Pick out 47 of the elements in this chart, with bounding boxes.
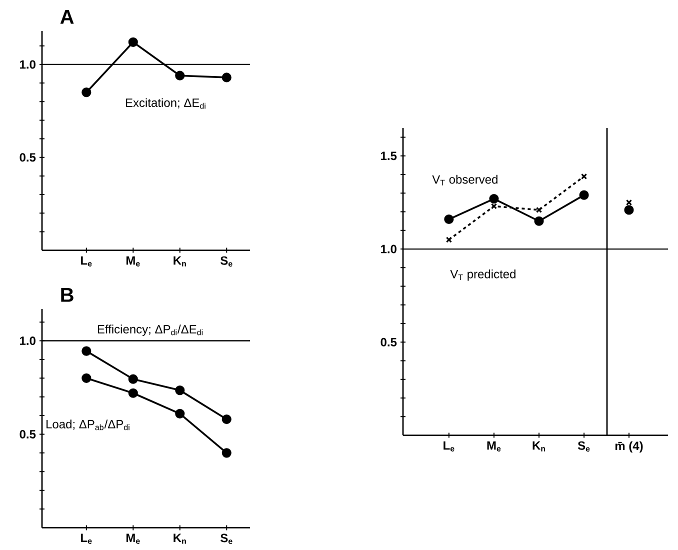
x-tick-label: L$_{e}$	[81, 534, 92, 544]
x-tick-label: K$_{n}$	[532, 441, 546, 452]
x-tick-label: S$_{e}$	[578, 441, 590, 452]
series-label: V$_{T}$ observed	[432, 174, 498, 186]
y-tick-label: 1.5	[381, 152, 397, 160]
x-tick-label: S$_{e}$	[220, 256, 232, 267]
point	[489, 194, 499, 204]
series-label: Load; ΔP$_{ab}$/ΔP$_{di}$	[46, 420, 130, 430]
series-label: Efficiency; ΔP$_{di}$/ΔE$_{di}$	[98, 324, 203, 336]
x-tick-label: M$_{e}$	[126, 534, 140, 544]
point	[444, 214, 454, 224]
point	[490, 203, 498, 210]
x-tick-label: K$_{n}$	[174, 534, 186, 544]
point	[175, 386, 185, 396]
y-tick-label: 0.5	[20, 153, 36, 162]
point	[536, 206, 542, 214]
chart-title: B	[61, 288, 74, 302]
point	[128, 374, 138, 384]
y-tick-label: 0.5	[20, 430, 36, 438]
point	[175, 70, 185, 80]
series-label: Excitation; ΔE$_{di}$	[126, 98, 206, 109]
point	[82, 88, 92, 98]
x-tick-label: L$_{e}$	[81, 256, 92, 266]
y-tick-label: 0.5	[380, 338, 397, 346]
point	[175, 408, 185, 418]
point	[128, 388, 138, 398]
x-tick-label: S$_{e}$	[220, 534, 232, 544]
x-tick-label: K$_{n}$	[174, 256, 186, 266]
point	[222, 448, 232, 458]
x-tick-label: M$_{e}$	[126, 256, 140, 266]
x-tick-label: L$_{e}$	[444, 441, 454, 452]
point	[82, 373, 92, 383]
text: V$_{T}$ predicted	[450, 270, 516, 281]
point	[534, 216, 544, 226]
point	[446, 236, 452, 243]
y-tick-label: 1.0	[20, 336, 36, 346]
point	[222, 414, 232, 424]
x-tick-label: M$_{e}$	[487, 441, 501, 452]
point	[579, 190, 589, 200]
y-tick-label: 1.0	[381, 244, 396, 254]
chart-title: A	[60, 10, 74, 24]
x-tick-label: m̄ (4)	[615, 441, 643, 453]
point	[128, 37, 138, 47]
y-tick-label: 1.0	[20, 60, 36, 69]
point	[580, 173, 588, 180]
point	[222, 72, 232, 82]
point	[82, 346, 92, 356]
